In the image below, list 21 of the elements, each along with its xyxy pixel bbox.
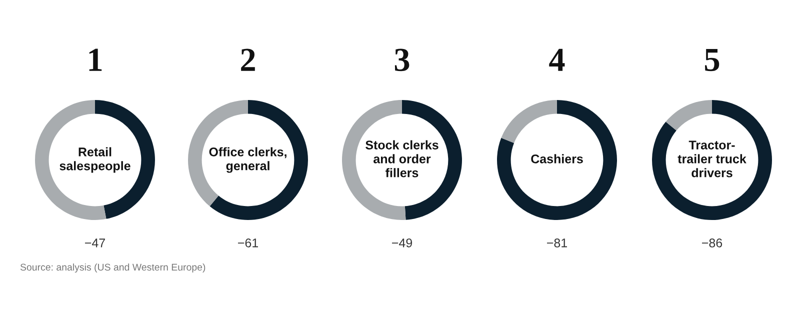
text: −86 bbox=[702, 238, 722, 248]
text: Retail salespeople bbox=[60, 147, 130, 173]
chart-title: 4 bbox=[549, 48, 565, 71]
donut-slice bbox=[666, 100, 712, 131]
text: Office clerks, general bbox=[209, 147, 286, 173]
chart-title: 3 bbox=[394, 48, 410, 72]
chart-title: 2 bbox=[241, 48, 255, 71]
donut-slice bbox=[497, 100, 617, 220]
text: −81 bbox=[547, 238, 567, 248]
donut-slice bbox=[501, 100, 557, 143]
text: −47 bbox=[85, 238, 105, 248]
text: −49 bbox=[392, 238, 412, 248]
text: Stock clerks and order fillers bbox=[366, 140, 438, 178]
chart-title: 1 bbox=[89, 48, 102, 71]
text: Tractor- trailer truck drivers bbox=[678, 140, 746, 178]
text: −61 bbox=[238, 238, 258, 248]
source-note: Source: analysis (US and Western Europe) bbox=[20, 263, 206, 273]
text: Cashiers bbox=[531, 154, 583, 164]
donut-slice bbox=[652, 100, 772, 220]
donut-slice bbox=[210, 100, 308, 220]
chart-title: 5 bbox=[705, 48, 720, 72]
